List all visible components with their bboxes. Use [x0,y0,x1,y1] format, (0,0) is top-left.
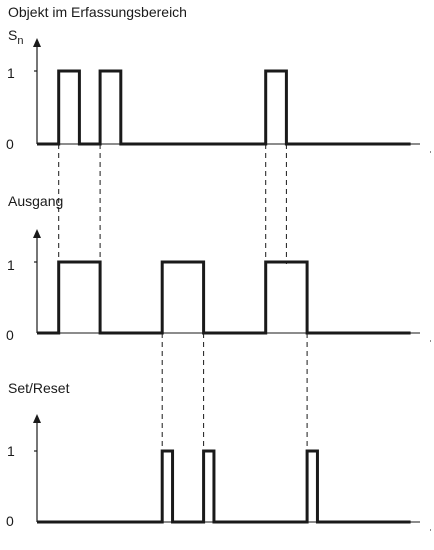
signal-trace-input [37,69,411,146]
level-label-low-input: 0 [6,136,14,152]
panel-output: Ausgang 1 0 [6,193,431,343]
panel-title-input: Objekt im Erfassungsbereich [8,4,187,20]
panel-title-output: Ausgang [8,193,63,209]
y-axis-arrow-setreset [33,414,41,423]
signal-symbol-input: Sn [8,27,23,47]
level-label-high-setreset: 1 [7,443,15,459]
axes-output [33,229,431,342]
level-label-low-output: 0 [6,327,14,343]
dashed-connectors [58,144,308,453]
signal-trace-setreset [37,449,411,524]
panel-title-setreset: Set/Reset [8,380,70,396]
panel-input: Objekt im Erfassungsbereich Sn 1 0 [6,4,431,153]
level-label-high-output: 1 [7,257,15,273]
axes-input [33,38,431,153]
panel-setreset: Set/Reset 1 0 [6,380,431,531]
y-axis-arrow-input [33,38,41,47]
level-label-high-input: 1 [7,65,15,81]
y-axis-arrow-output [33,229,41,238]
signal-trace-output [37,260,411,335]
axes-setreset [33,414,431,531]
level-label-low-setreset: 0 [6,513,14,529]
